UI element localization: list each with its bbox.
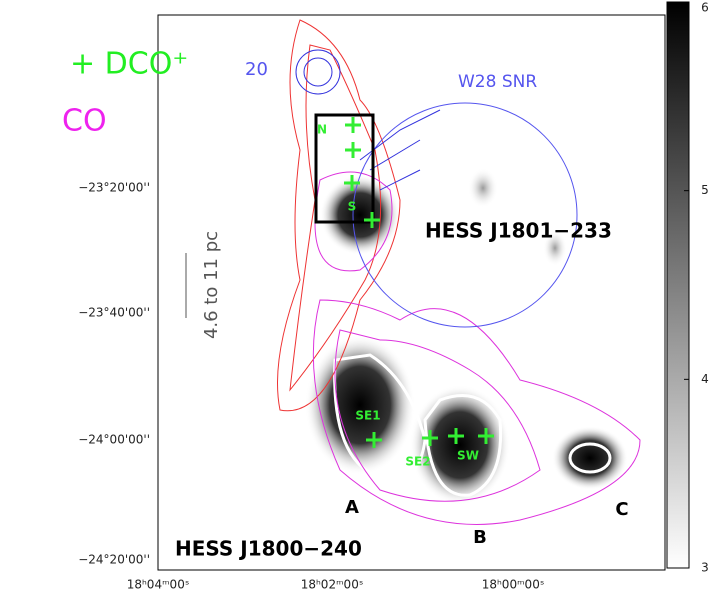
- y-tick-label: −23°40'00'': [78, 306, 150, 320]
- legend-co: CO: [62, 104, 107, 139]
- scale-bar-label: 4.6 to 11 pc: [201, 231, 222, 339]
- region-label: A: [345, 497, 359, 518]
- core-label: SE1: [355, 409, 380, 423]
- x-tick-label: 18ʰ00ᵐ00ˢ: [482, 578, 545, 592]
- x-tick-label: 18ʰ04ᵐ00ˢ: [127, 578, 190, 592]
- y-tick-label: −24°20'00'': [78, 553, 150, 567]
- core-label: S: [348, 200, 357, 214]
- core-label: SE2: [405, 455, 430, 469]
- snr-label: W28 SNR: [458, 72, 537, 92]
- y-tick-label: −24°00'00'': [78, 433, 150, 447]
- colorbar-tick-label: 4: [701, 372, 709, 386]
- map-image: [157, 14, 666, 571]
- legend-dco: + DCO⁺: [70, 47, 188, 82]
- colorbar-tick-label: 3: [701, 561, 709, 575]
- source-label: HESS J1800−240: [175, 537, 362, 561]
- partial-label: 20: [245, 59, 268, 80]
- core-label: N: [317, 123, 327, 137]
- colorbar: [666, 1, 690, 569]
- region-label: B: [473, 527, 487, 548]
- colorbar-tick-label: 6: [701, 1, 709, 15]
- colorbar-tick-label: 5: [701, 183, 709, 197]
- y-tick-label: −23°20'00'': [78, 181, 150, 195]
- region-label: C: [615, 499, 628, 520]
- core-label: SW: [457, 449, 479, 463]
- source-label: HESS J1801−233: [425, 219, 612, 243]
- x-tick-label: 18ʰ02ᵐ00ˢ: [301, 578, 364, 592]
